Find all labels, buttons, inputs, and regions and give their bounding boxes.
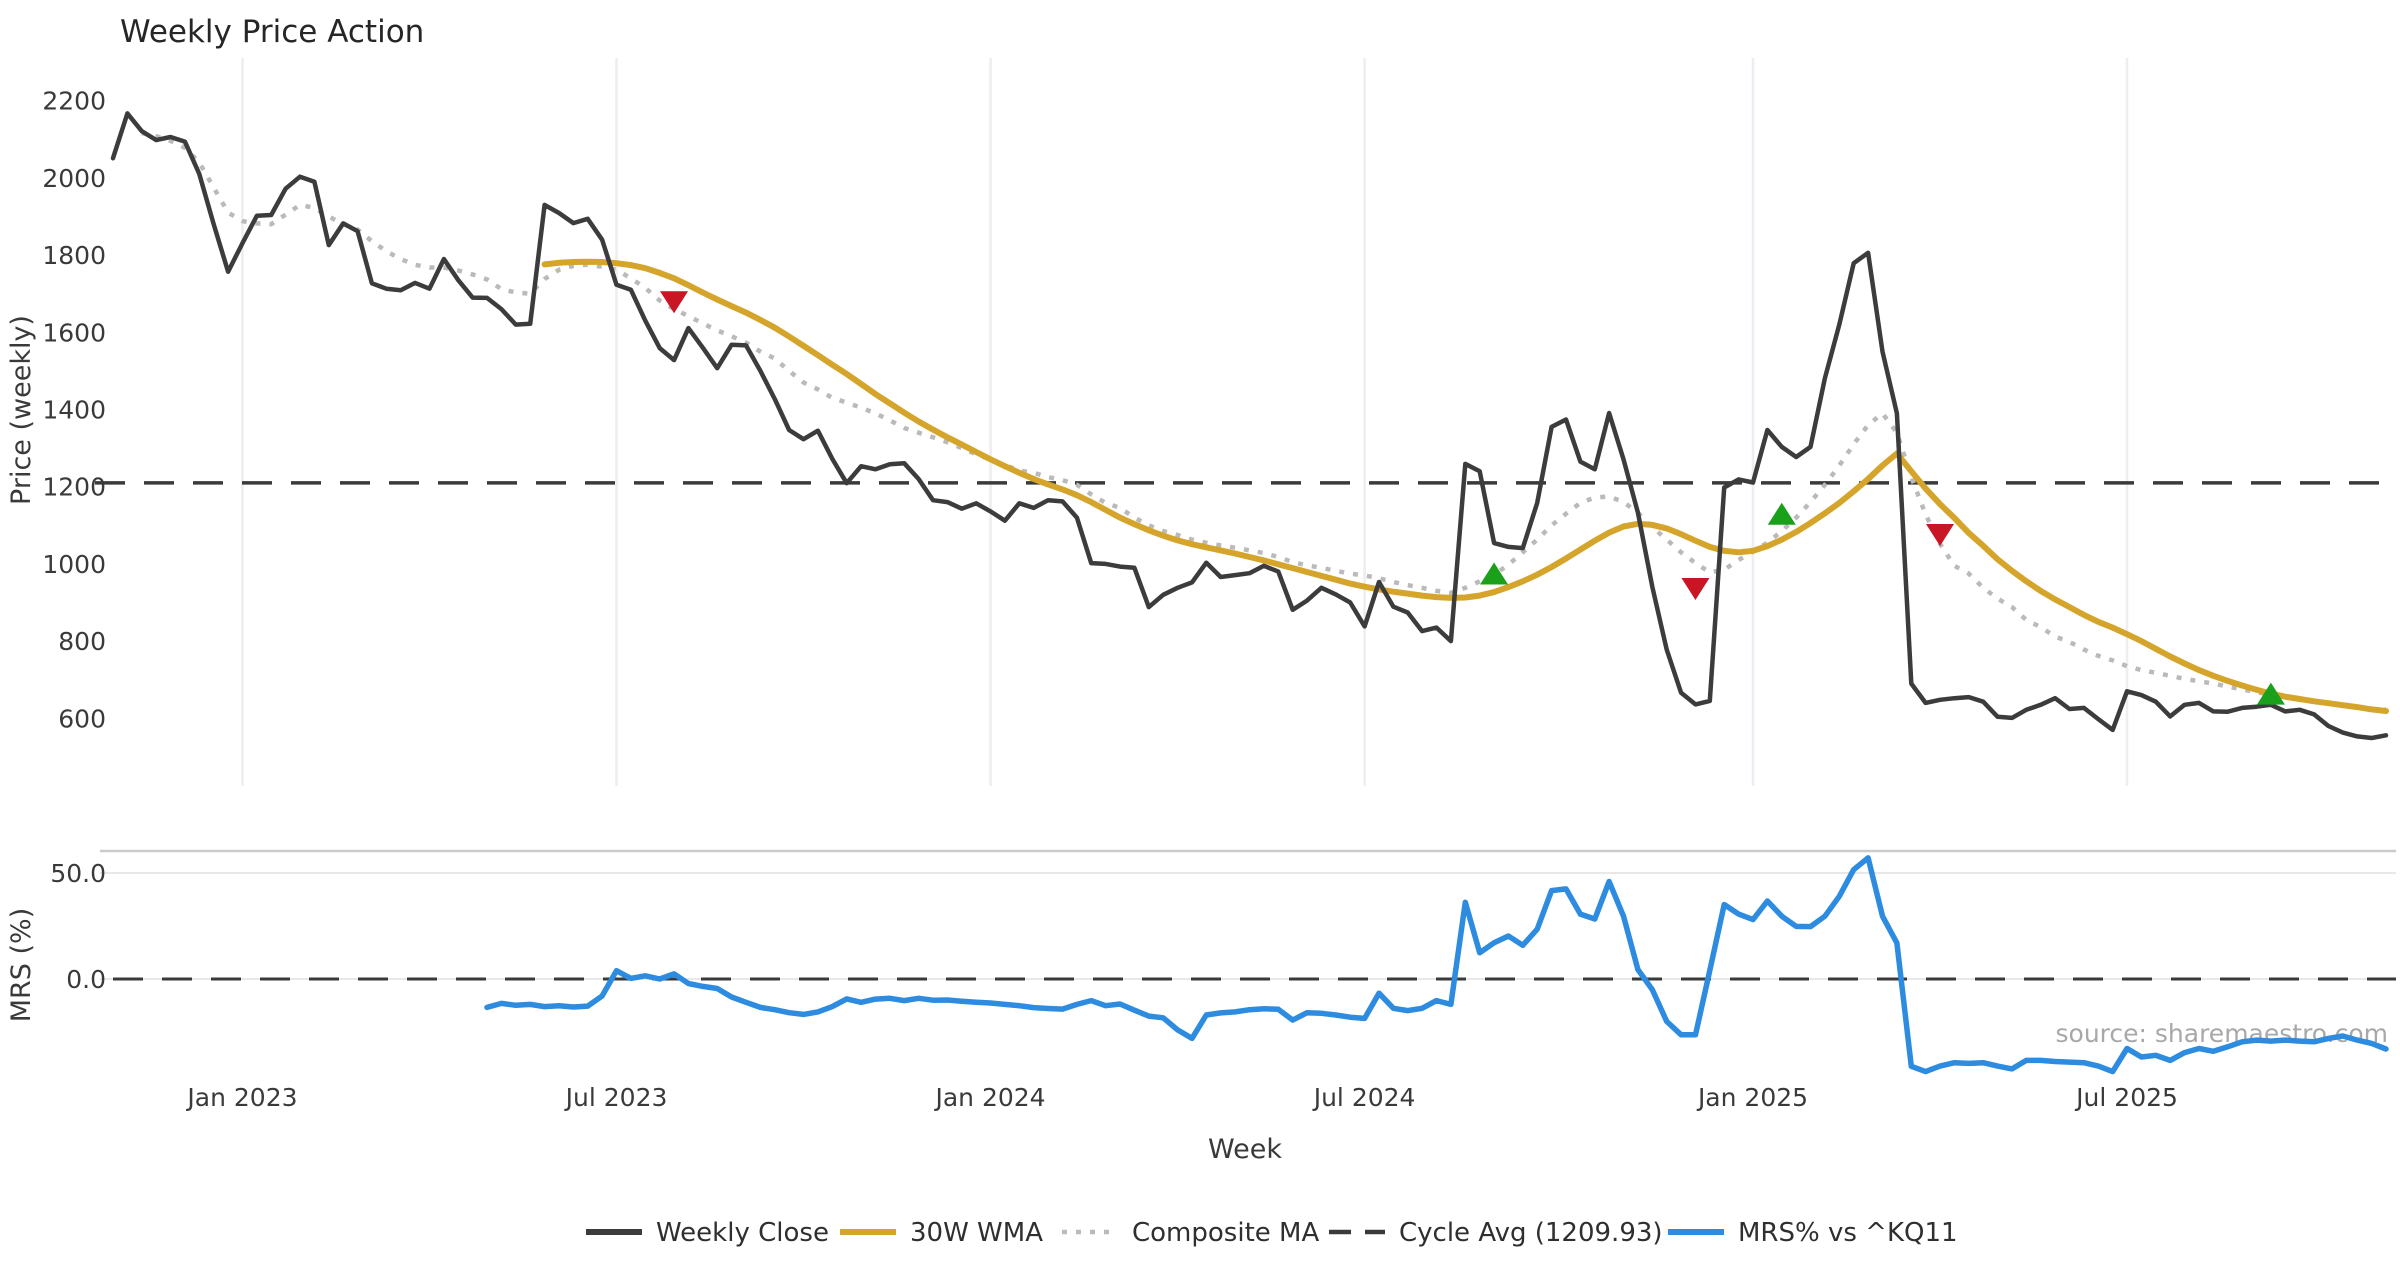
price-y-axis-label: Price (weekly) xyxy=(6,315,37,505)
legend-item: MRS% vs ^KQ11 xyxy=(1668,1218,1958,1248)
price-y-tick: 800 xyxy=(58,627,106,656)
sell-signal-marker xyxy=(1681,577,1710,600)
price-y-tick: 1000 xyxy=(42,550,106,579)
x-axis-label: Week xyxy=(1208,1134,1282,1165)
x-tick-label: Jan 2024 xyxy=(933,1083,1045,1112)
legend: Weekly Close 30W WMA Composite MA Cycle Avg… xyxy=(586,1218,1958,1248)
buy-signal-marker xyxy=(1480,562,1509,585)
legend-item-label: Cycle Avg (1209.93) xyxy=(1399,1218,1663,1248)
legend-item-label: 30W WMA xyxy=(910,1218,1043,1248)
legend-item: Cycle Avg (1209.93) xyxy=(1329,1218,1663,1248)
composite-ma-line xyxy=(141,130,2387,713)
legend-item: 30W WMA xyxy=(840,1218,1043,1248)
x-axis: Jan 2023 Jul 2023 Jan 2024 Jul 2024 Jan 2025… xyxy=(185,1083,2177,1165)
price-series-lines xyxy=(110,111,2389,741)
mrs-y-axis-label: MRS (%) xyxy=(6,908,37,1023)
legend-item-label: Weekly Close xyxy=(656,1218,829,1248)
x-tick-labels: Jan 2023 Jul 2023 Jan 2024 Jul 2024 Jan 2025… xyxy=(185,1083,2177,1112)
legend-item-label: MRS% vs ^KQ11 xyxy=(1738,1218,1958,1248)
price-y-tick: 1800 xyxy=(42,241,106,270)
mrs-y-tick: 50.0 xyxy=(50,859,106,888)
mrs-panel: MRS (%) 50.0 0.0 source: sharemaestro.com xyxy=(6,849,2396,1075)
source-watermark: source: sharemaestro.com xyxy=(2056,1019,2389,1048)
price-y-tick: 600 xyxy=(58,704,106,733)
legend-item: Composite MA xyxy=(1062,1218,1319,1248)
price-y-tick-labels: 600 800 1000 1200 1400 1600 1800 2000 2200 xyxy=(42,87,106,734)
mrs-y-tick: 0.0 xyxy=(66,965,106,994)
legend-item-label: Composite MA xyxy=(1132,1218,1319,1248)
mrs-series-lines xyxy=(484,855,2389,1075)
mrs-line xyxy=(484,855,2389,1075)
signal-markers xyxy=(660,291,2285,705)
x-tick-label: Jul 2023 xyxy=(564,1083,668,1112)
x-tick-label: Jul 2024 xyxy=(1312,1083,1416,1112)
price-y-tick: 2200 xyxy=(42,87,106,116)
mrs-gridlines xyxy=(100,849,2396,981)
buy-signal-marker xyxy=(1767,502,1796,525)
price-y-tick: 1200 xyxy=(42,473,106,502)
legend-item: Weekly Close xyxy=(586,1218,829,1248)
wma-30w-line xyxy=(541,258,2389,714)
sell-signal-marker xyxy=(1926,523,1955,546)
weekly-close-line xyxy=(110,111,2389,741)
price-y-tick: 1600 xyxy=(42,318,106,347)
x-tick-label: Jan 2025 xyxy=(1696,1083,1808,1112)
price-y-tick: 1400 xyxy=(42,396,106,425)
price-gridlines xyxy=(95,58,2396,786)
x-tick-label: Jan 2023 xyxy=(185,1083,297,1112)
mrs-y-tick-labels: 50.0 0.0 xyxy=(50,859,106,994)
chart-title: Weekly Price Action xyxy=(120,14,424,50)
buy-signal-marker xyxy=(2256,682,2285,705)
sell-signal-marker xyxy=(660,291,689,314)
price-panel: Price (weekly) 600 800 1000 1200 1400 1600 180… xyxy=(6,58,2396,786)
x-tick-label: Jul 2025 xyxy=(2074,1083,2178,1112)
price-y-tick: 2000 xyxy=(42,164,106,193)
